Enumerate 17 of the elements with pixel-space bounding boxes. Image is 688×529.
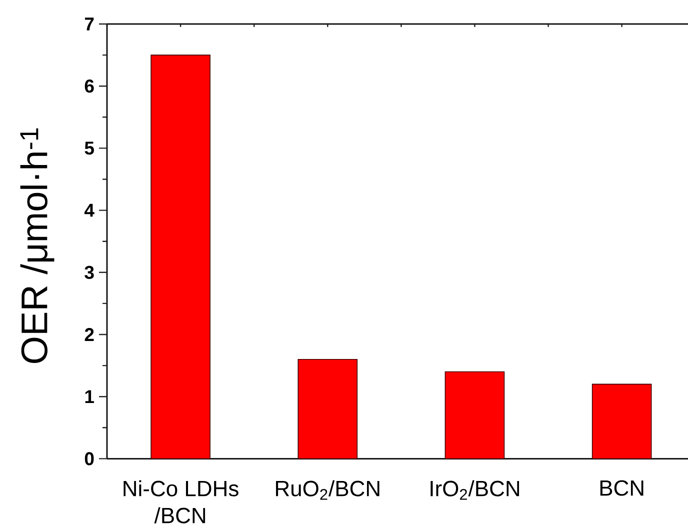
y-tick-label: 3 (84, 266, 94, 279)
x-tick-label: RuO$_{2}$/BCN (276, 480, 380, 500)
y-tick-label: 4 (84, 204, 94, 217)
x-tick-label: BCN (600, 480, 644, 496)
bar (150, 54, 210, 460)
y-tick-label: 0 (84, 452, 94, 466)
x-tick-label: Ni-Co LDHs /BCN (124, 480, 238, 524)
y-tick-label: 6 (84, 80, 94, 93)
bar (592, 384, 652, 460)
y-tick-label: 2 (84, 328, 94, 341)
y-axis-title: OER /μmol·h$^{-1}$ (20, 128, 54, 363)
x-tick-label: IrO$_{2}$/BCN (430, 480, 520, 500)
y-tick-label: 1 (85, 390, 94, 403)
y-tick-label: 5 (84, 142, 94, 155)
y-tick-label: 7 (84, 18, 94, 30)
bar (298, 358, 358, 460)
bar (444, 371, 505, 460)
